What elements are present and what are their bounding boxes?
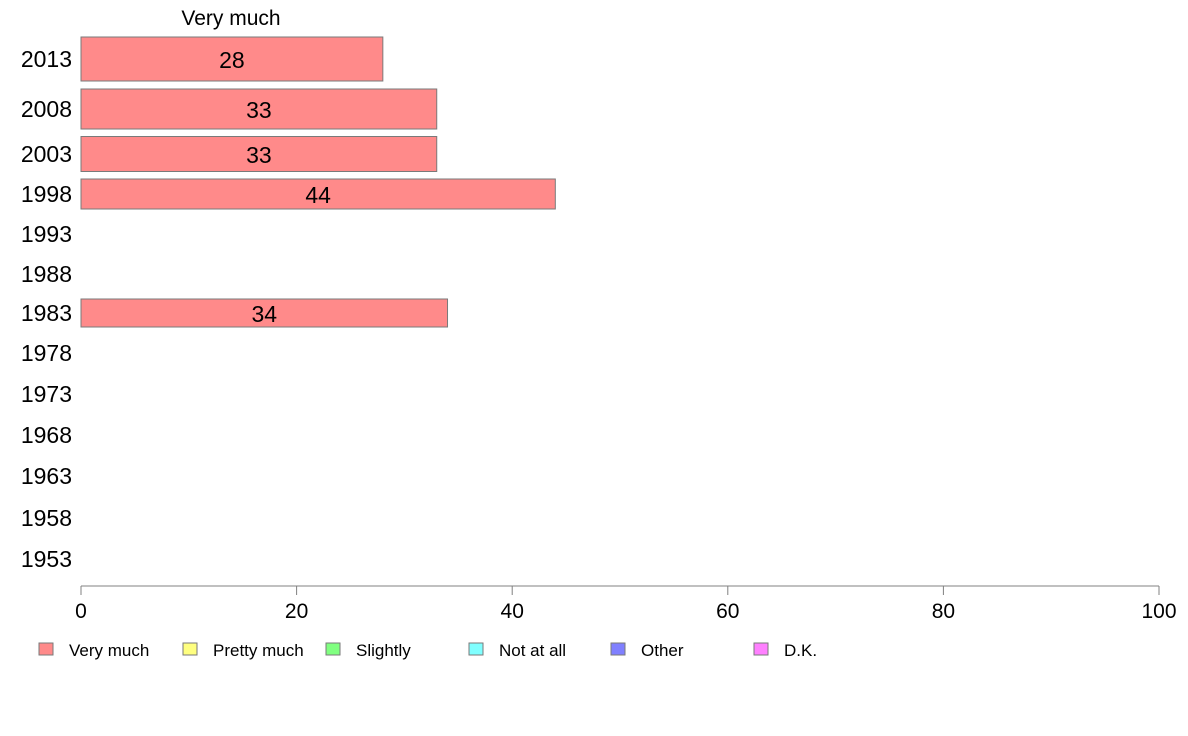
y-tick-label: 1953 <box>21 546 72 572</box>
legend-label: Slightly <box>356 641 411 660</box>
legend-item: Other <box>610 641 684 660</box>
legend-swatch <box>325 642 341 656</box>
data-label: 33 <box>246 97 272 123</box>
legend-swatch <box>468 642 484 656</box>
legend: Very much Pretty much Slightly Not at all Ot… <box>38 641 817 660</box>
legend-item: Slightly <box>325 641 411 660</box>
x-tick-label: 0 <box>75 600 87 623</box>
data-label: 33 <box>246 142 272 168</box>
legend-label: D.K. <box>784 641 817 660</box>
x-axis: 0 20 40 60 80 100 <box>75 585 1177 623</box>
legend-swatch <box>610 642 626 656</box>
bar-1983 <box>80 298 449 328</box>
legend-swatch <box>182 642 198 656</box>
y-tick-label: 1973 <box>21 381 72 407</box>
y-tick-label: 1978 <box>21 340 72 366</box>
legend-label: Pretty much <box>213 641 304 660</box>
x-tick-label: 40 <box>501 600 524 623</box>
y-tick-label: 2013 <box>21 46 72 72</box>
legend-item: Pretty much <box>182 641 304 660</box>
chart-title: Very much <box>181 7 280 30</box>
legend-label: Other <box>641 641 684 660</box>
legend-label: Not at all <box>499 641 566 660</box>
x-tick-label: 20 <box>285 600 308 623</box>
x-tick-label: 60 <box>716 600 739 623</box>
data-label: 44 <box>305 182 331 208</box>
y-tick-label: 1968 <box>21 422 72 448</box>
legend-item: Very much <box>38 641 149 660</box>
y-tick-label: 2008 <box>21 96 72 122</box>
y-tick-label: 1983 <box>21 300 72 326</box>
y-tick-label: 1958 <box>21 505 72 531</box>
legend-swatch <box>753 642 769 656</box>
x-tick-label: 100 <box>1141 600 1176 623</box>
legend-item: D.K. <box>753 641 817 660</box>
y-tick-label: 1993 <box>21 221 72 247</box>
y-tick-label: 1998 <box>21 181 72 207</box>
bar-2003 <box>80 136 438 172</box>
legend-item: Not at all <box>468 641 566 660</box>
y-tick-label: 1988 <box>21 261 72 287</box>
data-label: 34 <box>251 301 277 327</box>
bar-2013 <box>80 36 384 82</box>
x-tick-label: 80 <box>932 600 955 623</box>
bar-2008 <box>80 88 438 130</box>
y-tick-label: 2003 <box>21 141 72 167</box>
legend-swatch <box>38 642 54 656</box>
bars <box>80 36 556 328</box>
legend-label: Very much <box>69 641 149 660</box>
bar-1998 <box>80 178 556 210</box>
y-tick-label: 1963 <box>21 463 72 489</box>
data-label: 28 <box>219 47 245 73</box>
y-axis-labels: 2013 2008 2003 1998 1993 1988 1983 1978 1973 1968… <box>21 46 72 572</box>
